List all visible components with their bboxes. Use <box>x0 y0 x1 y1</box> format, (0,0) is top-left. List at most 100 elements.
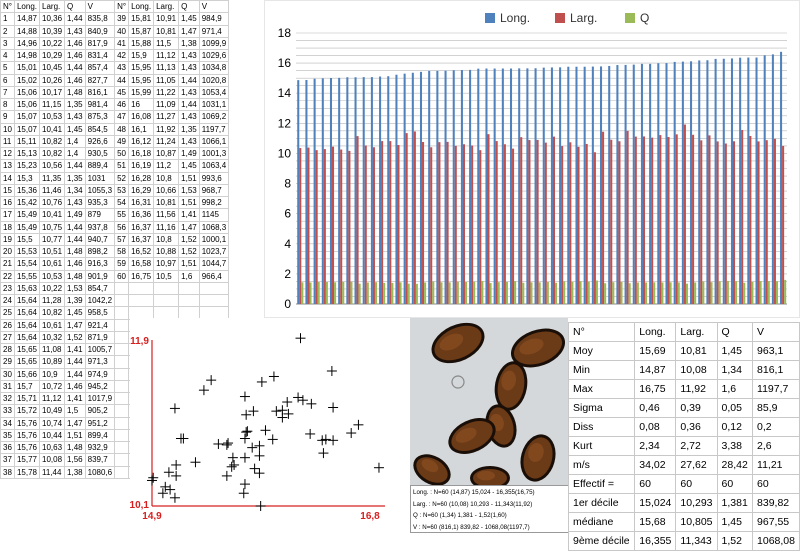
table-cell: 1,51 <box>178 171 200 185</box>
bar-long <box>608 65 611 304</box>
table-cell: 10,82 <box>39 306 66 320</box>
stats-value: 16,75 <box>634 379 677 399</box>
table-cell: 1,51 <box>64 428 86 443</box>
table-cell: 951,2 <box>84 416 116 430</box>
table-cell: 17 <box>0 208 15 222</box>
table-cell: 998,2 <box>198 195 230 210</box>
stats-value: 0,2 <box>752 417 800 437</box>
table-cell: 1063,4 <box>198 159 230 173</box>
bar-long <box>706 60 709 305</box>
bar-larg <box>577 146 580 304</box>
table-cell: 10,8 <box>153 232 180 247</box>
table-cell: 932,9 <box>84 440 116 455</box>
bar-long <box>305 79 308 305</box>
table-cell: 1044,7 <box>198 257 230 271</box>
table-cell: 10,63 <box>39 440 66 455</box>
column-header: Larg. <box>675 322 718 342</box>
scatter-point <box>373 462 384 473</box>
table-cell: 1,46 <box>64 48 86 63</box>
bar-q <box>743 282 746 304</box>
table-row: 12 15,13 10,82 1,4 930,5 50 16,18 10,87 1,49 1001… <box>0 146 230 161</box>
table-cell <box>153 293 180 308</box>
table-cell: 33 <box>0 404 15 418</box>
table-cell: 11,24 <box>153 134 180 149</box>
table-cell: 1,52 <box>178 244 200 259</box>
table-cell: 1,51 <box>178 257 200 271</box>
table-cell: 1145 <box>198 208 230 222</box>
table-cell: 854,7 <box>84 281 116 296</box>
table-cell: 1,48 <box>64 244 86 259</box>
table-cell: 1,41 <box>64 342 86 357</box>
scatter-point <box>223 438 234 449</box>
table-cell: 10,22 <box>39 281 66 296</box>
table-cell: 60 <box>114 269 130 283</box>
bar-larg <box>757 141 760 304</box>
bar-q <box>694 282 697 304</box>
stats-value: 1,6 <box>716 379 754 399</box>
stats-value: 27,62 <box>675 455 718 475</box>
table-cell: 937,8 <box>84 220 116 234</box>
bar-q <box>636 282 639 304</box>
table-cell: 21 <box>0 257 15 271</box>
bar-q <box>399 282 402 304</box>
stats-label: Max <box>567 379 636 399</box>
table-cell: 1031,1 <box>198 97 230 112</box>
table-cell: 40 <box>114 24 130 38</box>
scatter-point <box>268 371 279 382</box>
table-cell: 34 <box>0 416 15 430</box>
table-cell: 53 <box>114 183 130 198</box>
table-cell: 10,44 <box>39 428 66 443</box>
table-row: 9 15,07 10,53 1,43 875,3 47 16,08 11,27 1,43 1069… <box>0 110 230 124</box>
scatter-point <box>178 433 189 444</box>
table-cell: 1066,1 <box>198 134 230 149</box>
bar-long <box>616 65 619 305</box>
bar-larg <box>626 130 629 304</box>
summary-line-larg: Larg. : N=60 (10,08) 10,293 - 11,343(11,… <box>413 500 533 508</box>
table-cell: 15,55 <box>13 269 41 283</box>
table-cell: 871,9 <box>84 330 116 345</box>
table-cell: 15,5 <box>13 232 41 247</box>
stats-value: 34,02 <box>634 455 677 475</box>
table-cell: 993,6 <box>198 171 230 185</box>
table-row: 10 15,07 10,41 1,45 854,5 48 16,1 11,92 1,35 1197… <box>0 122 230 136</box>
scatter-point <box>190 457 201 468</box>
bar-q <box>366 282 369 304</box>
table-cell <box>114 342 130 357</box>
table-cell: 981,4 <box>84 97 116 112</box>
bar-long <box>477 68 480 304</box>
table-cell: 11,09 <box>153 97 180 112</box>
bar-long <box>379 76 382 304</box>
y-tick-label: 6 <box>284 207 291 221</box>
table-cell: 1,49 <box>64 208 86 222</box>
bar-larg <box>315 150 318 304</box>
table-cell: 10,29 <box>39 48 66 63</box>
table-cell: 15,65 <box>13 355 41 369</box>
table-cell: 15,64 <box>13 330 41 345</box>
scatter-point <box>254 468 265 479</box>
table-cell: 840,9 <box>84 24 116 38</box>
table-cell: 971,4 <box>198 24 230 38</box>
table-cell: 1,38 <box>178 36 200 51</box>
table-cell: 10,41 <box>39 122 66 136</box>
table-cell: 940,7 <box>84 232 116 247</box>
scatter-point <box>239 433 250 444</box>
table-row: 15 15,36 11,46 1,34 1055,3 53 16,29 10,66 1,53 96… <box>0 183 230 198</box>
table-cell: 47 <box>114 110 130 124</box>
stats-label: 9ème décile <box>567 531 636 551</box>
bar-long <box>362 77 365 304</box>
stats-value: 816,1 <box>752 360 800 380</box>
y-max-label: 11,9 <box>130 336 149 347</box>
bar-larg <box>438 142 441 304</box>
bar-q <box>628 283 631 304</box>
bar-larg <box>536 139 539 304</box>
table-cell: 971,3 <box>84 355 116 369</box>
bar-larg <box>552 136 556 304</box>
table-cell: 1,43 <box>178 48 200 63</box>
table-cell: 1001,3 <box>198 146 230 161</box>
scatter-point <box>306 398 317 409</box>
table-cell: 11,12 <box>153 48 180 63</box>
table-cell: 958,5 <box>84 306 116 320</box>
bar-larg <box>642 136 646 304</box>
bar-q <box>317 282 320 304</box>
bar-larg <box>405 133 408 304</box>
